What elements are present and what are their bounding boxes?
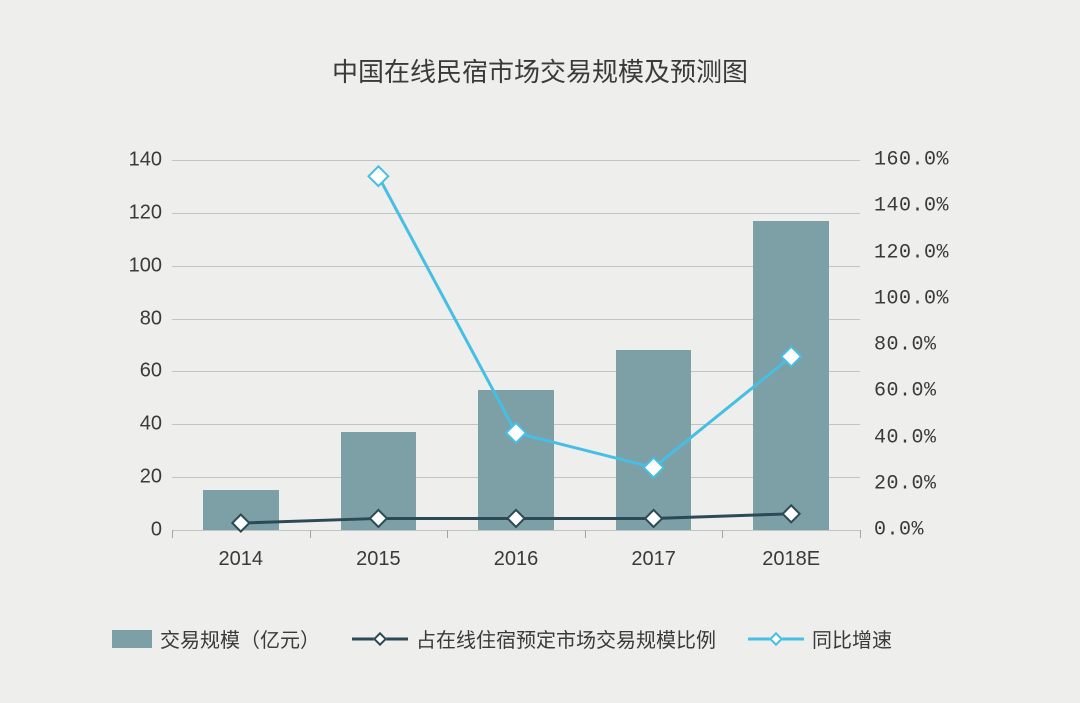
y-left-tick-label: 120 [129, 201, 162, 224]
growth-line [378, 176, 791, 467]
legend-item: 交易规模（亿元） [112, 624, 320, 653]
y-right-tick-label: 40.0% [874, 426, 937, 449]
growth-marker [506, 423, 526, 443]
y-left-tick-label: 40 [140, 413, 162, 436]
x-tick [310, 530, 311, 538]
x-tick-label: 2015 [356, 548, 401, 571]
y-left-tick-label: 100 [129, 254, 162, 277]
gridline [172, 530, 860, 531]
x-tick [722, 530, 723, 538]
plot-area: 0204060801001201400.0%20.0%40.0%60.0%80.… [172, 160, 860, 530]
y-right-tick-label: 160.0% [874, 149, 949, 172]
y-right-tick-label: 0.0% [874, 519, 924, 542]
y-left-tick-label: 80 [140, 307, 162, 330]
legend-swatch-line [352, 632, 408, 646]
chart-title: 中国在线民宿市场交易规模及预测图 [0, 52, 1080, 89]
y-right-tick-label: 120.0% [874, 241, 949, 264]
y-left-tick-label: 60 [140, 360, 162, 383]
y-right-tick-label: 80.0% [874, 334, 937, 357]
y-right-tick-label: 60.0% [874, 380, 937, 403]
legend: 交易规模（亿元） 占在线住宿预定市场交易规模比例 同比增速 [112, 624, 892, 653]
y-left-tick-label: 0 [151, 519, 162, 542]
x-tick-label: 2017 [631, 548, 676, 571]
y-right-tick-label: 140.0% [874, 195, 949, 218]
legend-swatch-bar [112, 630, 152, 648]
legend-item: 同比增速 [748, 624, 892, 653]
y-left-tick-label: 140 [129, 149, 162, 172]
x-tick [860, 530, 861, 538]
legend-item: 占在线住宿预定市场交易规模比例 [352, 624, 716, 653]
x-tick [172, 530, 173, 538]
x-tick-label: 2014 [219, 548, 264, 571]
y-right-tick-label: 100.0% [874, 287, 949, 310]
ratio-marker [508, 510, 525, 527]
x-tick [585, 530, 586, 538]
x-tick-label: 2018E [762, 548, 820, 571]
x-tick-label: 2016 [494, 548, 539, 571]
ratio-marker [645, 510, 662, 527]
legend-label: 交易规模（亿元） [160, 624, 320, 653]
legend-swatch-line [748, 632, 804, 646]
y-right-tick-label: 20.0% [874, 472, 937, 495]
legend-label: 同比增速 [812, 624, 892, 653]
line-layer [172, 160, 860, 530]
y-left-tick-label: 20 [140, 466, 162, 489]
ratio-marker [370, 510, 387, 527]
growth-marker [369, 166, 389, 186]
x-tick [447, 530, 448, 538]
legend-label: 占在线住宿预定市场交易规模比例 [416, 624, 716, 653]
ratio-marker [783, 505, 800, 522]
ratio-marker [232, 515, 249, 532]
